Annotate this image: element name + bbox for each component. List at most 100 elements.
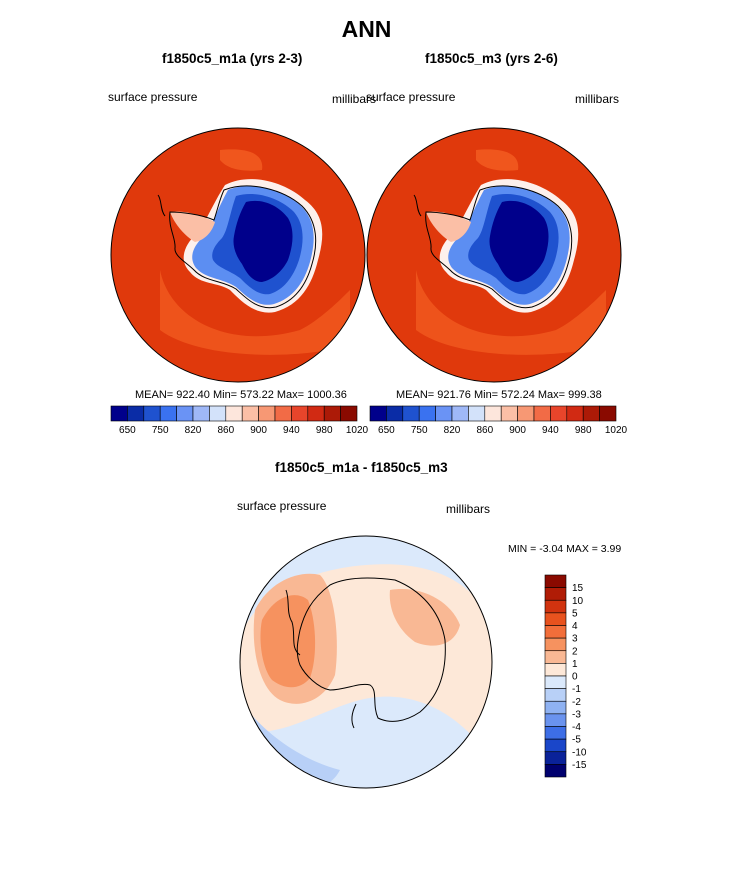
panel3-colorbar-box: [544, 637, 567, 652]
panel2-high-band: [416, 270, 606, 355]
panel1-title: f1850c5_m1a (yrs 2-3): [162, 51, 303, 66]
panel2-plateau-top: [489, 200, 549, 282]
panel3-colorbar-box: [544, 599, 567, 614]
panel1-plateau-top: [233, 200, 293, 282]
panel1-colorbar-box: [258, 405, 276, 422]
panel1-map: [111, 128, 365, 382]
panel2-colorbar: 650 750 820 860 900 940 980 1020: [369, 405, 628, 436]
panel2-units-label: millibars: [575, 92, 620, 106]
panel2-colorbar-label: 1020: [605, 425, 628, 436]
panel3-colorbar-label: -10: [572, 747, 587, 758]
panel1-colorbar-box: [209, 405, 227, 422]
panel1-variable-label: surface pressure: [108, 90, 198, 104]
panel1-colorbar-label: 650: [119, 425, 136, 436]
panel2-colorbar-box: [517, 405, 535, 422]
panel2-title: f1850c5_m3 (yrs 2-6): [425, 51, 558, 66]
panel2-colorbar-box: [418, 405, 436, 422]
panel2-colorbar-box: [550, 405, 568, 422]
panel2-colorbar-label: 860: [476, 425, 493, 436]
panel3-colorbar-label: 10: [572, 596, 584, 607]
panel3-colorbar-label: -3: [572, 709, 581, 720]
panel1-colorbar-label: 940: [283, 425, 300, 436]
panel1-stats: MEAN= 922.40 Min= 573.22 Max= 1000.36: [135, 389, 347, 401]
panel1-high-band: [160, 270, 350, 355]
panel1-colorbar-box: [274, 405, 292, 422]
panel1-colorbar-box: [225, 405, 243, 422]
panel3-colorbar-label: 0: [572, 672, 578, 683]
panel1-colorbar-box: [127, 405, 145, 422]
panel1-colorbar-label: 980: [316, 425, 333, 436]
panel1-colorbar-label: 1020: [346, 425, 369, 436]
panel1-colorbar-box: [192, 405, 210, 422]
panel3-map: [240, 536, 492, 788]
panel3-colorbar-box: [544, 688, 567, 702]
panel1-colorbar-label: 820: [185, 425, 202, 436]
panel2-colorbar-box: [369, 405, 387, 422]
panel3-colorbar-box: [544, 675, 567, 689]
panel2-coastline: [425, 185, 573, 309]
panel3-colorbar-label: 2: [572, 646, 578, 657]
panel3-minmax: MIN = -3.04 MAX = 3.99: [508, 543, 622, 555]
panel3-peninsula-coastline: [285, 589, 301, 656]
panel2-colorbar-box: [468, 405, 486, 422]
panel3-colorbar-box: [544, 713, 567, 727]
panel1-colorbar-label: 750: [152, 425, 169, 436]
panel2-colorbar-label: 750: [411, 425, 428, 436]
panel3-colorbar-box: [544, 764, 567, 778]
panel3-variable-label: surface pressure: [237, 499, 327, 513]
panel2-colorbar-box: [402, 405, 420, 422]
panel2-colorbar-box: [451, 405, 469, 422]
panel3-map-border: [239, 535, 493, 789]
panel3-colorbar-label: 15: [572, 583, 584, 594]
panel2-colorbar-box: [599, 405, 617, 422]
panel3-colorbar-box: [544, 663, 567, 677]
panel2-stats: MEAN= 921.76 Min= 572.24 Max= 999.38: [396, 389, 602, 401]
panel2-colorbar-box: [566, 405, 584, 422]
panel1-colorbar-box: [241, 405, 259, 422]
panel1-colorbar-box: [159, 405, 177, 422]
panel2-high-band-north: [476, 149, 519, 171]
panel3-colorbar-label: -1: [572, 684, 581, 695]
panel3-colorbar-label: 1: [572, 659, 578, 670]
panel3-positive-east: [389, 589, 460, 646]
panel2-colorbar-box: [500, 405, 518, 422]
panel2-colorbar-label: 650: [378, 425, 395, 436]
panel2-map-border: [366, 127, 622, 383]
panel2-colorbar-box: [386, 405, 404, 422]
panel2-peninsula: [426, 211, 471, 242]
panel3-colorbar-label: 3: [572, 634, 578, 645]
panel2-colorbar-label: 900: [509, 425, 526, 436]
panel1-colorbar-label: 900: [250, 425, 267, 436]
panel1-high-band-north: [220, 149, 263, 171]
panel1-colorbar: 650 750 820 860 900 940 980 1020: [110, 405, 369, 436]
panel2-colorbar-label: 980: [575, 425, 592, 436]
panel1-colorbar-box: [307, 405, 325, 422]
panel1-colorbar-box: [143, 405, 161, 422]
panel3-colorbar-label: -5: [572, 735, 581, 746]
panel1-map-border: [110, 127, 366, 383]
panel3-colorbar-label: 4: [572, 621, 578, 632]
page-title: ANN: [341, 16, 392, 42]
panel3-colorbar-label: -4: [572, 722, 581, 733]
panel3-positive-peak-inner: [260, 595, 316, 688]
panel2-coastline-detail: [413, 194, 422, 217]
panel3-colorbar-box: [544, 738, 567, 753]
panel3-colorbar-label: -15: [572, 760, 587, 771]
panel3-colorbar-box: [544, 625, 567, 639]
panel3-colorbar-box: [544, 587, 567, 601]
panel1-coastline-detail: [157, 194, 166, 217]
panel3-colorbar-box: [544, 751, 567, 765]
panel1-colorbar-box: [291, 405, 309, 422]
panel3-title: f1850c5_m1a - f1850c5_m3: [275, 460, 448, 475]
panel3-coastline: [296, 577, 446, 722]
panel1-colorbar-box: [340, 405, 358, 422]
panel2-map: [367, 128, 621, 382]
panel3-colorbar-label: 5: [572, 608, 578, 619]
panel3-colorbar-box: [544, 726, 567, 740]
panel1-units-label: millibars: [332, 92, 377, 106]
panel1-colorbar-box: [323, 405, 341, 422]
panel1-colorbar-box: [110, 405, 128, 422]
panel2-colorbar-label: 940: [542, 425, 559, 436]
panel1-peninsula: [170, 211, 215, 242]
